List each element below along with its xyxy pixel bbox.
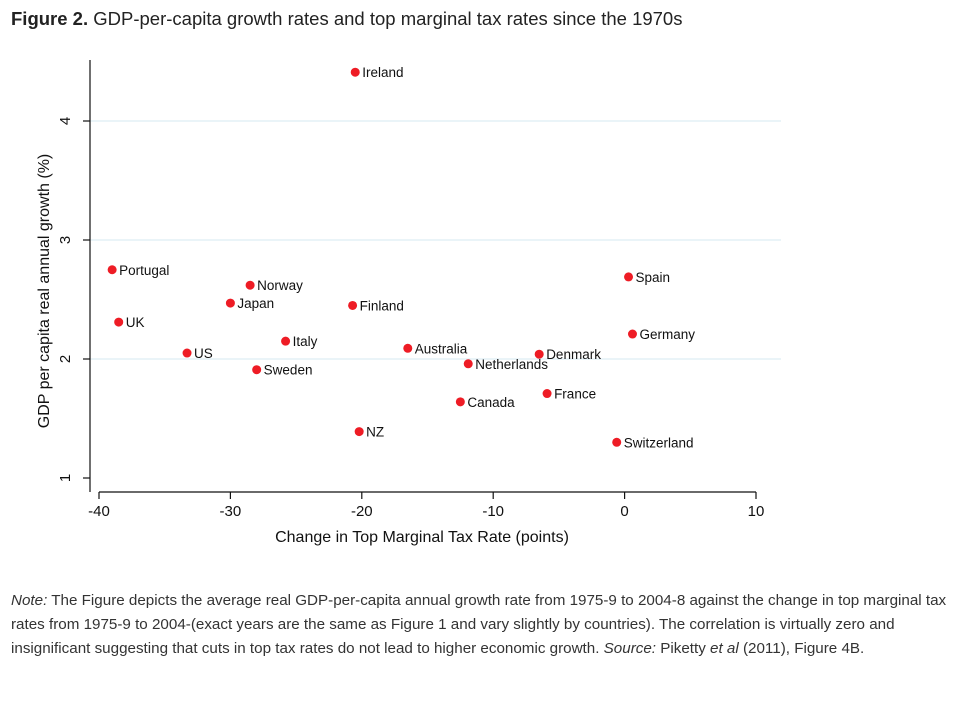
point-label-france: France [554,387,596,402]
point-label-us: US [194,346,213,361]
x-axis-title: Change in Top Marginal Tax Rate (points) [275,529,569,546]
point-ireland [350,67,360,77]
chart-panel: 1 2 3 4 -40 -30 -20 -10 0 10 Change in Top Margina… [12,46,781,558]
x-tick-label--20: -20 [351,503,373,520]
point-label-germany: Germany [639,327,695,342]
point-switzerland [612,437,622,447]
point-label-portugal: Portugal [119,263,169,278]
figure-number: Figure 2. [11,8,89,29]
point-label-finland: Finland [360,298,404,313]
y-tick-label-3: 3 [57,236,74,244]
point-label-italy: Italy [293,334,318,349]
y-tick-label-1: 1 [57,474,74,482]
x-tick-label--10: -10 [482,503,504,520]
point-label-australia: Australia [415,341,468,356]
point-australia [403,343,413,353]
point-italy [281,336,291,346]
source-et-al: et al [710,640,739,657]
point-canada [455,397,465,407]
point-label-ireland: Ireland [362,65,403,80]
point-denmark [534,349,544,359]
point-label-canada: Canada [467,395,515,410]
point-label-japan: Japan [237,296,274,311]
scatter-chart: 1 2 3 4 -40 -30 -20 -10 0 10 Change in Top Margina… [36,60,781,546]
x-tick-label-10: 10 [748,503,765,520]
point-spain [624,272,634,282]
point-label-netherlands: Netherlands [475,357,548,372]
point-sweden [252,365,262,375]
point-germany [627,329,637,339]
y-tick-label-2: 2 [57,355,74,363]
point-nz [354,427,364,437]
figure-title-text: GDP-per-capita growth rates and top marg… [93,8,683,29]
point-japan [225,298,235,308]
point-portugal [107,265,117,275]
point-label-norway: Norway [257,278,303,293]
point-france [542,389,552,399]
figure-note: Note: The Figure depicts the average rea… [11,589,951,661]
point-finland [348,300,358,310]
y-axis-title: GDP per capita real annual growth (%) [36,154,53,429]
point-us [182,348,192,358]
source-year: (2011), Figure 4B. [738,640,865,657]
x-tick-label--40: -40 [88,503,110,520]
x-tick-label--30: -30 [220,503,242,520]
point-label-sweden: Sweden [264,363,313,378]
note-label: Note: [11,592,48,609]
point-label-spain: Spain [636,270,671,285]
source-label: Source: [603,640,657,657]
point-label-uk: UK [126,315,145,330]
point-label-switzerland: Switzerland [624,435,694,450]
figure-title: Figure 2. GDP-per-capita growth rates an… [11,8,682,30]
point-label-denmark: Denmark [546,347,601,362]
y-tick-label-4: 4 [57,117,74,125]
source-text: Piketty [656,640,711,657]
x-tick-label-0: 0 [620,503,628,520]
point-netherlands [463,359,473,369]
note-text: The Figure depicts the average real GDP-… [11,592,947,657]
point-label-nz: NZ [366,425,384,440]
point-uk [114,317,124,327]
point-norway [245,280,255,290]
